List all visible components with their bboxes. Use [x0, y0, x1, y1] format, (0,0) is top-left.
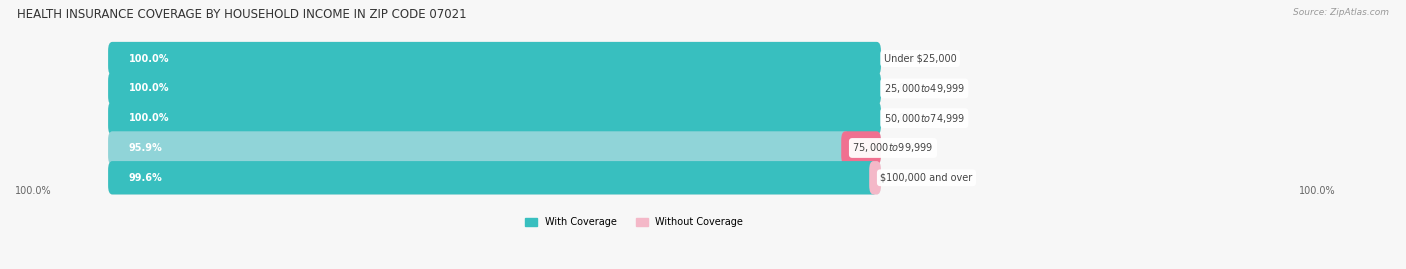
Text: 100.0%: 100.0% [1299, 186, 1336, 196]
FancyBboxPatch shape [841, 131, 882, 165]
FancyBboxPatch shape [108, 101, 882, 135]
FancyBboxPatch shape [108, 42, 882, 75]
Text: HEALTH INSURANCE COVERAGE BY HOUSEHOLD INCOME IN ZIP CODE 07021: HEALTH INSURANCE COVERAGE BY HOUSEHOLD I… [17, 8, 467, 21]
Text: $100,000 and over: $100,000 and over [880, 173, 973, 183]
Text: 0.44%: 0.44% [890, 173, 921, 183]
Text: $25,000 to $49,999: $25,000 to $49,999 [884, 82, 965, 95]
FancyBboxPatch shape [869, 161, 882, 194]
Text: 0.0%: 0.0% [890, 113, 915, 123]
Text: 0.0%: 0.0% [890, 54, 915, 63]
Text: 95.9%: 95.9% [129, 143, 163, 153]
FancyBboxPatch shape [108, 72, 882, 105]
Text: 100.0%: 100.0% [129, 113, 170, 123]
Text: Source: ZipAtlas.com: Source: ZipAtlas.com [1294, 8, 1389, 17]
FancyBboxPatch shape [108, 131, 882, 165]
FancyBboxPatch shape [108, 161, 882, 194]
FancyBboxPatch shape [108, 42, 882, 75]
Text: 0.0%: 0.0% [890, 83, 915, 93]
Text: 4.1%: 4.1% [890, 143, 915, 153]
Text: Under $25,000: Under $25,000 [884, 54, 956, 63]
Text: 100.0%: 100.0% [15, 186, 52, 196]
FancyBboxPatch shape [108, 161, 877, 194]
FancyBboxPatch shape [108, 131, 849, 165]
FancyBboxPatch shape [108, 101, 882, 135]
Text: 99.6%: 99.6% [129, 173, 163, 183]
Text: $50,000 to $74,999: $50,000 to $74,999 [884, 112, 965, 125]
Text: 100.0%: 100.0% [129, 83, 170, 93]
FancyBboxPatch shape [108, 72, 882, 105]
Legend: With Coverage, Without Coverage: With Coverage, Without Coverage [526, 217, 744, 227]
Text: 100.0%: 100.0% [129, 54, 170, 63]
Text: $75,000 to $99,999: $75,000 to $99,999 [852, 141, 934, 154]
